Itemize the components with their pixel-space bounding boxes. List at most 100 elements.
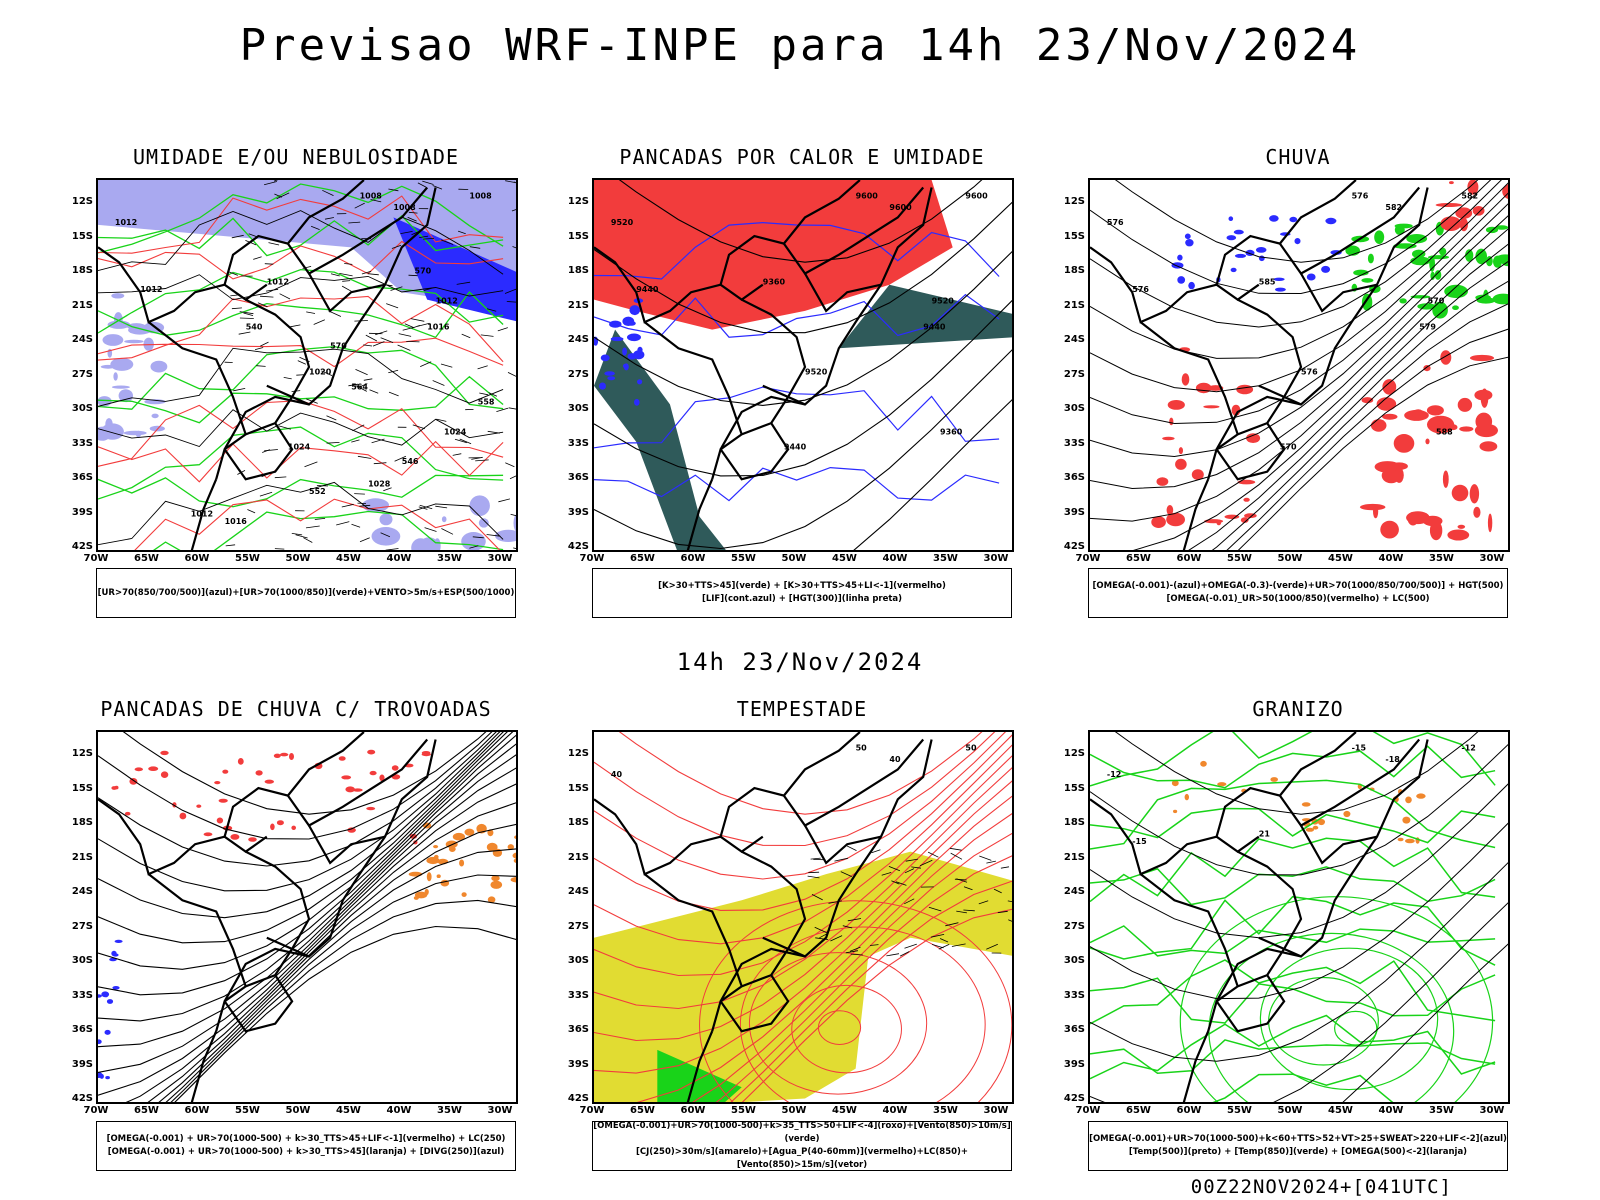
contour-line [1179,895,1494,1102]
contour-line [98,732,501,892]
wind-vector [432,380,445,386]
field-blob [160,750,169,756]
wind-vector [365,334,378,342]
main-title: Previsao WRF-INPE para 14h 23/Nov/2024 [239,20,1361,71]
field-blob [600,354,610,362]
contour-label: 570 [415,267,432,276]
field-blob [148,766,159,771]
wind-vector [348,383,359,387]
field-blob [633,350,645,360]
wind-vector [257,302,268,308]
field-blob [1305,827,1315,832]
field-blob [1439,247,1447,256]
wind-vector [342,280,351,282]
longitude-label: 65W [1126,553,1151,564]
wind-vector [239,311,254,315]
longitude-label: 55W [1227,1105,1252,1116]
field-blob [112,953,119,957]
contour-label: 576 [1352,192,1369,201]
political-border [1215,422,1286,481]
field-blob [1317,818,1325,826]
field-blob [461,532,486,550]
field-blob [1360,503,1386,511]
wind-vector [388,369,399,374]
field-blob [110,357,134,371]
field-blob [1255,247,1267,253]
field-blob [1151,516,1166,528]
field-blob [1423,365,1431,372]
longitude-label: 60W [680,553,706,564]
political-border [643,873,743,987]
latitude-label: 30S [567,403,589,414]
wind-vector [469,246,481,249]
wind-vector [238,331,251,335]
field-blob [1393,243,1417,249]
field-blob [421,751,431,755]
field-blob [637,379,643,385]
wind-vector [928,906,942,912]
wind-vector [505,180,515,183]
wind-vector [397,344,411,351]
field-blob [1394,224,1405,235]
contour-label: 1008 [469,192,492,201]
wind-vector [295,534,308,539]
wind-vector [849,946,861,952]
field-blob [1325,217,1337,225]
contour-line [1090,895,1496,966]
wind-vector [363,378,373,381]
field-blob [1191,469,1204,480]
longitude-label: 30W [487,1105,513,1116]
wind-vector [233,388,246,392]
wind-vector [513,181,516,184]
wind-vector [1014,929,1015,934]
contour-line [594,767,1012,1010]
latitude-label: 27S [567,920,589,932]
contour-line [98,347,504,407]
longitude-label: 50W [1277,1105,1303,1116]
wind-vector [321,370,333,376]
wind-vector [274,476,287,479]
latitude-label: 39S [1063,1058,1085,1070]
political-border [287,738,429,827]
political-border [223,732,365,837]
contour-line [594,250,1012,406]
field-blob [1166,505,1174,516]
longitude-label: 40W [882,553,908,564]
latitude-label: 39S [567,506,589,518]
wind-vector [811,894,823,901]
contour-line [1090,192,1508,393]
latitude-label: 27S [567,368,589,380]
field-blob [1246,433,1261,443]
field-blob [1492,293,1508,305]
field-blob [1175,458,1187,470]
wind-vector [899,951,910,957]
wind-vector [400,231,413,234]
field-blob [104,1029,111,1035]
contour-line [98,268,504,334]
contour-label: 1012 [140,285,162,294]
longitude-label: 60W [1176,553,1202,564]
wind-vector [487,430,501,434]
field-blob [273,753,281,758]
field-blob [1312,825,1319,830]
contour-line [1268,976,1379,1066]
latitude-label: 42S [567,541,589,552]
field-blob [379,774,385,782]
contour-line [1090,837,1496,903]
field-blob [1353,269,1369,276]
wind-vector [264,181,277,186]
wind-vector [931,944,944,949]
wind-vector [810,857,821,860]
political-border [1279,186,1421,275]
longitude-label: 50W [285,1105,311,1116]
contour-line [699,900,1012,1102]
wind-vector [316,485,329,487]
field-blob [513,514,516,532]
contour-line [98,409,504,448]
wind-vector [949,847,962,851]
wind-vector [927,851,939,858]
contour-line [594,732,1007,880]
field-blob [1217,782,1227,787]
field-blob [1177,254,1183,261]
wind-vector [459,438,472,445]
